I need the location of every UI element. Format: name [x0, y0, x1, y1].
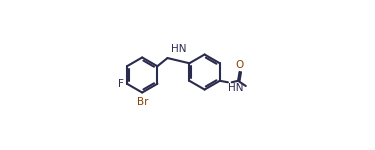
Text: Br: Br: [137, 97, 148, 107]
Text: F: F: [118, 79, 124, 89]
Text: HN: HN: [228, 83, 244, 93]
Text: HN: HN: [171, 44, 186, 54]
Text: O: O: [236, 60, 244, 70]
